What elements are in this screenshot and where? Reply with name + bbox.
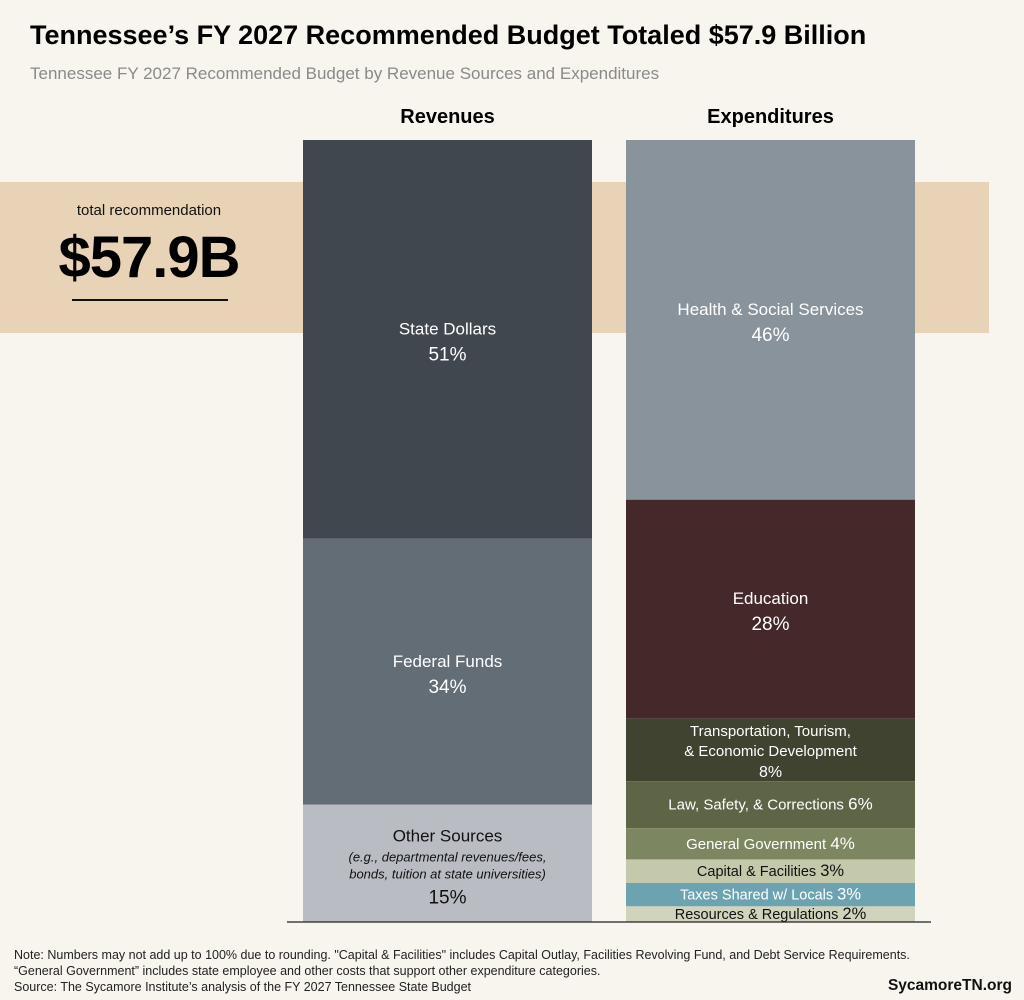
segment-value-transportation-tourism-economic-development: 8% — [759, 764, 782, 781]
bar-segment-general-government — [626, 828, 915, 860]
bar-segment-other-sources — [303, 804, 592, 922]
segment-value-education: 28% — [751, 614, 789, 635]
segment-label-transportation-tourism-economic-development: & Economic Development — [684, 743, 857, 760]
segment-value-taxes-shared-w-locals: 3% — [837, 886, 861, 904]
footnote-line: Note: Numbers may not add up to 100% due… — [14, 948, 910, 962]
bar-segment-transportation-tourism-economic-development — [626, 718, 915, 782]
segment-label-taxes-shared-w-locals-text: Taxes Shared w/ Locals — [680, 888, 837, 904]
bar-segment-education — [626, 499, 915, 719]
bar-segment-state-dollars — [303, 140, 592, 539]
segment-label-other-sources: Other Sources — [393, 826, 503, 845]
segment-value-state-dollars: 51% — [428, 344, 466, 365]
segment-value-general-government: 4% — [830, 834, 855, 853]
footnote-source: Source: The Sycamore Institute’s analysi… — [14, 980, 471, 994]
segment-label-capital-facilities-text: Capital & Facilities — [697, 864, 820, 880]
footnote: Note: Numbers may not add up to 100% due… — [14, 947, 1004, 995]
segment-label-transportation-tourism-economic-development: Transportation, Tourism, — [690, 723, 851, 740]
segment-value-resources-regulations: 2% — [842, 905, 866, 923]
revenues-heading: Revenues — [400, 106, 495, 128]
chart-subtitle: Tennessee FY 2027 Recommended Budget by … — [30, 64, 660, 83]
chart-title: Tennessee’s FY 2027 Recommended Budget T… — [30, 20, 867, 50]
segment-sublabel: bonds, tuition at state universities) — [349, 866, 546, 881]
expenditures-heading: Expenditures — [707, 106, 834, 128]
segment-value-federal-funds: 34% — [428, 677, 466, 698]
segment-value-law-safety-corrections: 6% — [848, 795, 873, 814]
bar-segment-capital-facilities — [626, 859, 915, 883]
segment-label-general-government: General Government 4% — [686, 834, 855, 853]
segment-label-law-safety-corrections: Law, Safety, & Corrections 6% — [668, 795, 872, 814]
segment-value-other-sources: 15% — [428, 887, 466, 908]
segment-label-state-dollars: State Dollars — [399, 319, 496, 338]
segment-label-health-social-services: Health & Social Services — [677, 300, 863, 319]
footnote-line: “General Government” includes state empl… — [14, 964, 601, 978]
segment-value-health-social-services: 46% — [751, 325, 789, 346]
segment-label-capital-facilities: Capital & Facilities 3% — [697, 862, 844, 880]
segment-label-taxes-shared-w-locals: Taxes Shared w/ Locals 3% — [680, 886, 861, 904]
total-value: $57.9B — [58, 225, 240, 290]
bar-segment-federal-funds — [303, 538, 592, 805]
segment-label-education: Education — [733, 589, 809, 608]
bar-segment-taxes-shared-w-locals — [626, 882, 915, 907]
segment-label-law-safety-corrections-text: Law, Safety, & Corrections — [668, 797, 848, 814]
segment-label-resources-regulations: Resources & Regulations 2% — [675, 905, 867, 923]
brand-logo-text: SycamoreTN.org — [887, 977, 1012, 994]
bar-segment-law-safety-corrections — [626, 781, 915, 829]
segment-sublabel: (e.g., departmental revenues/fees, — [348, 849, 546, 864]
segment-value-capital-facilities: 3% — [820, 862, 844, 880]
segment-label-federal-funds: Federal Funds — [393, 652, 503, 671]
bar-segment-health-social-services — [626, 140, 915, 500]
total-underline — [72, 299, 228, 301]
segment-label-resources-regulations-text: Resources & Regulations — [675, 907, 843, 923]
total-label: total recommendation — [76, 202, 222, 219]
segment-label-general-government-text: General Government — [686, 836, 830, 853]
bar-segment-resources-regulations — [626, 906, 915, 922]
